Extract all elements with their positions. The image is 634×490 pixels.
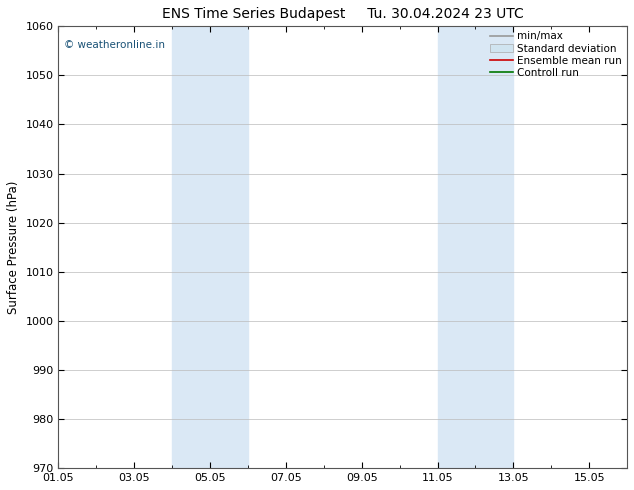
Legend: min/max, Standard deviation, Ensemble mean run, Controll run: min/max, Standard deviation, Ensemble me… <box>487 28 625 81</box>
Y-axis label: Surface Pressure (hPa): Surface Pressure (hPa) <box>7 180 20 314</box>
Bar <box>437 26 514 468</box>
Text: © weatheronline.in: © weatheronline.in <box>64 40 165 49</box>
Title: ENS Time Series Budapest     Tu. 30.04.2024 23 UTC: ENS Time Series Budapest Tu. 30.04.2024 … <box>162 7 524 21</box>
Bar <box>172 26 248 468</box>
